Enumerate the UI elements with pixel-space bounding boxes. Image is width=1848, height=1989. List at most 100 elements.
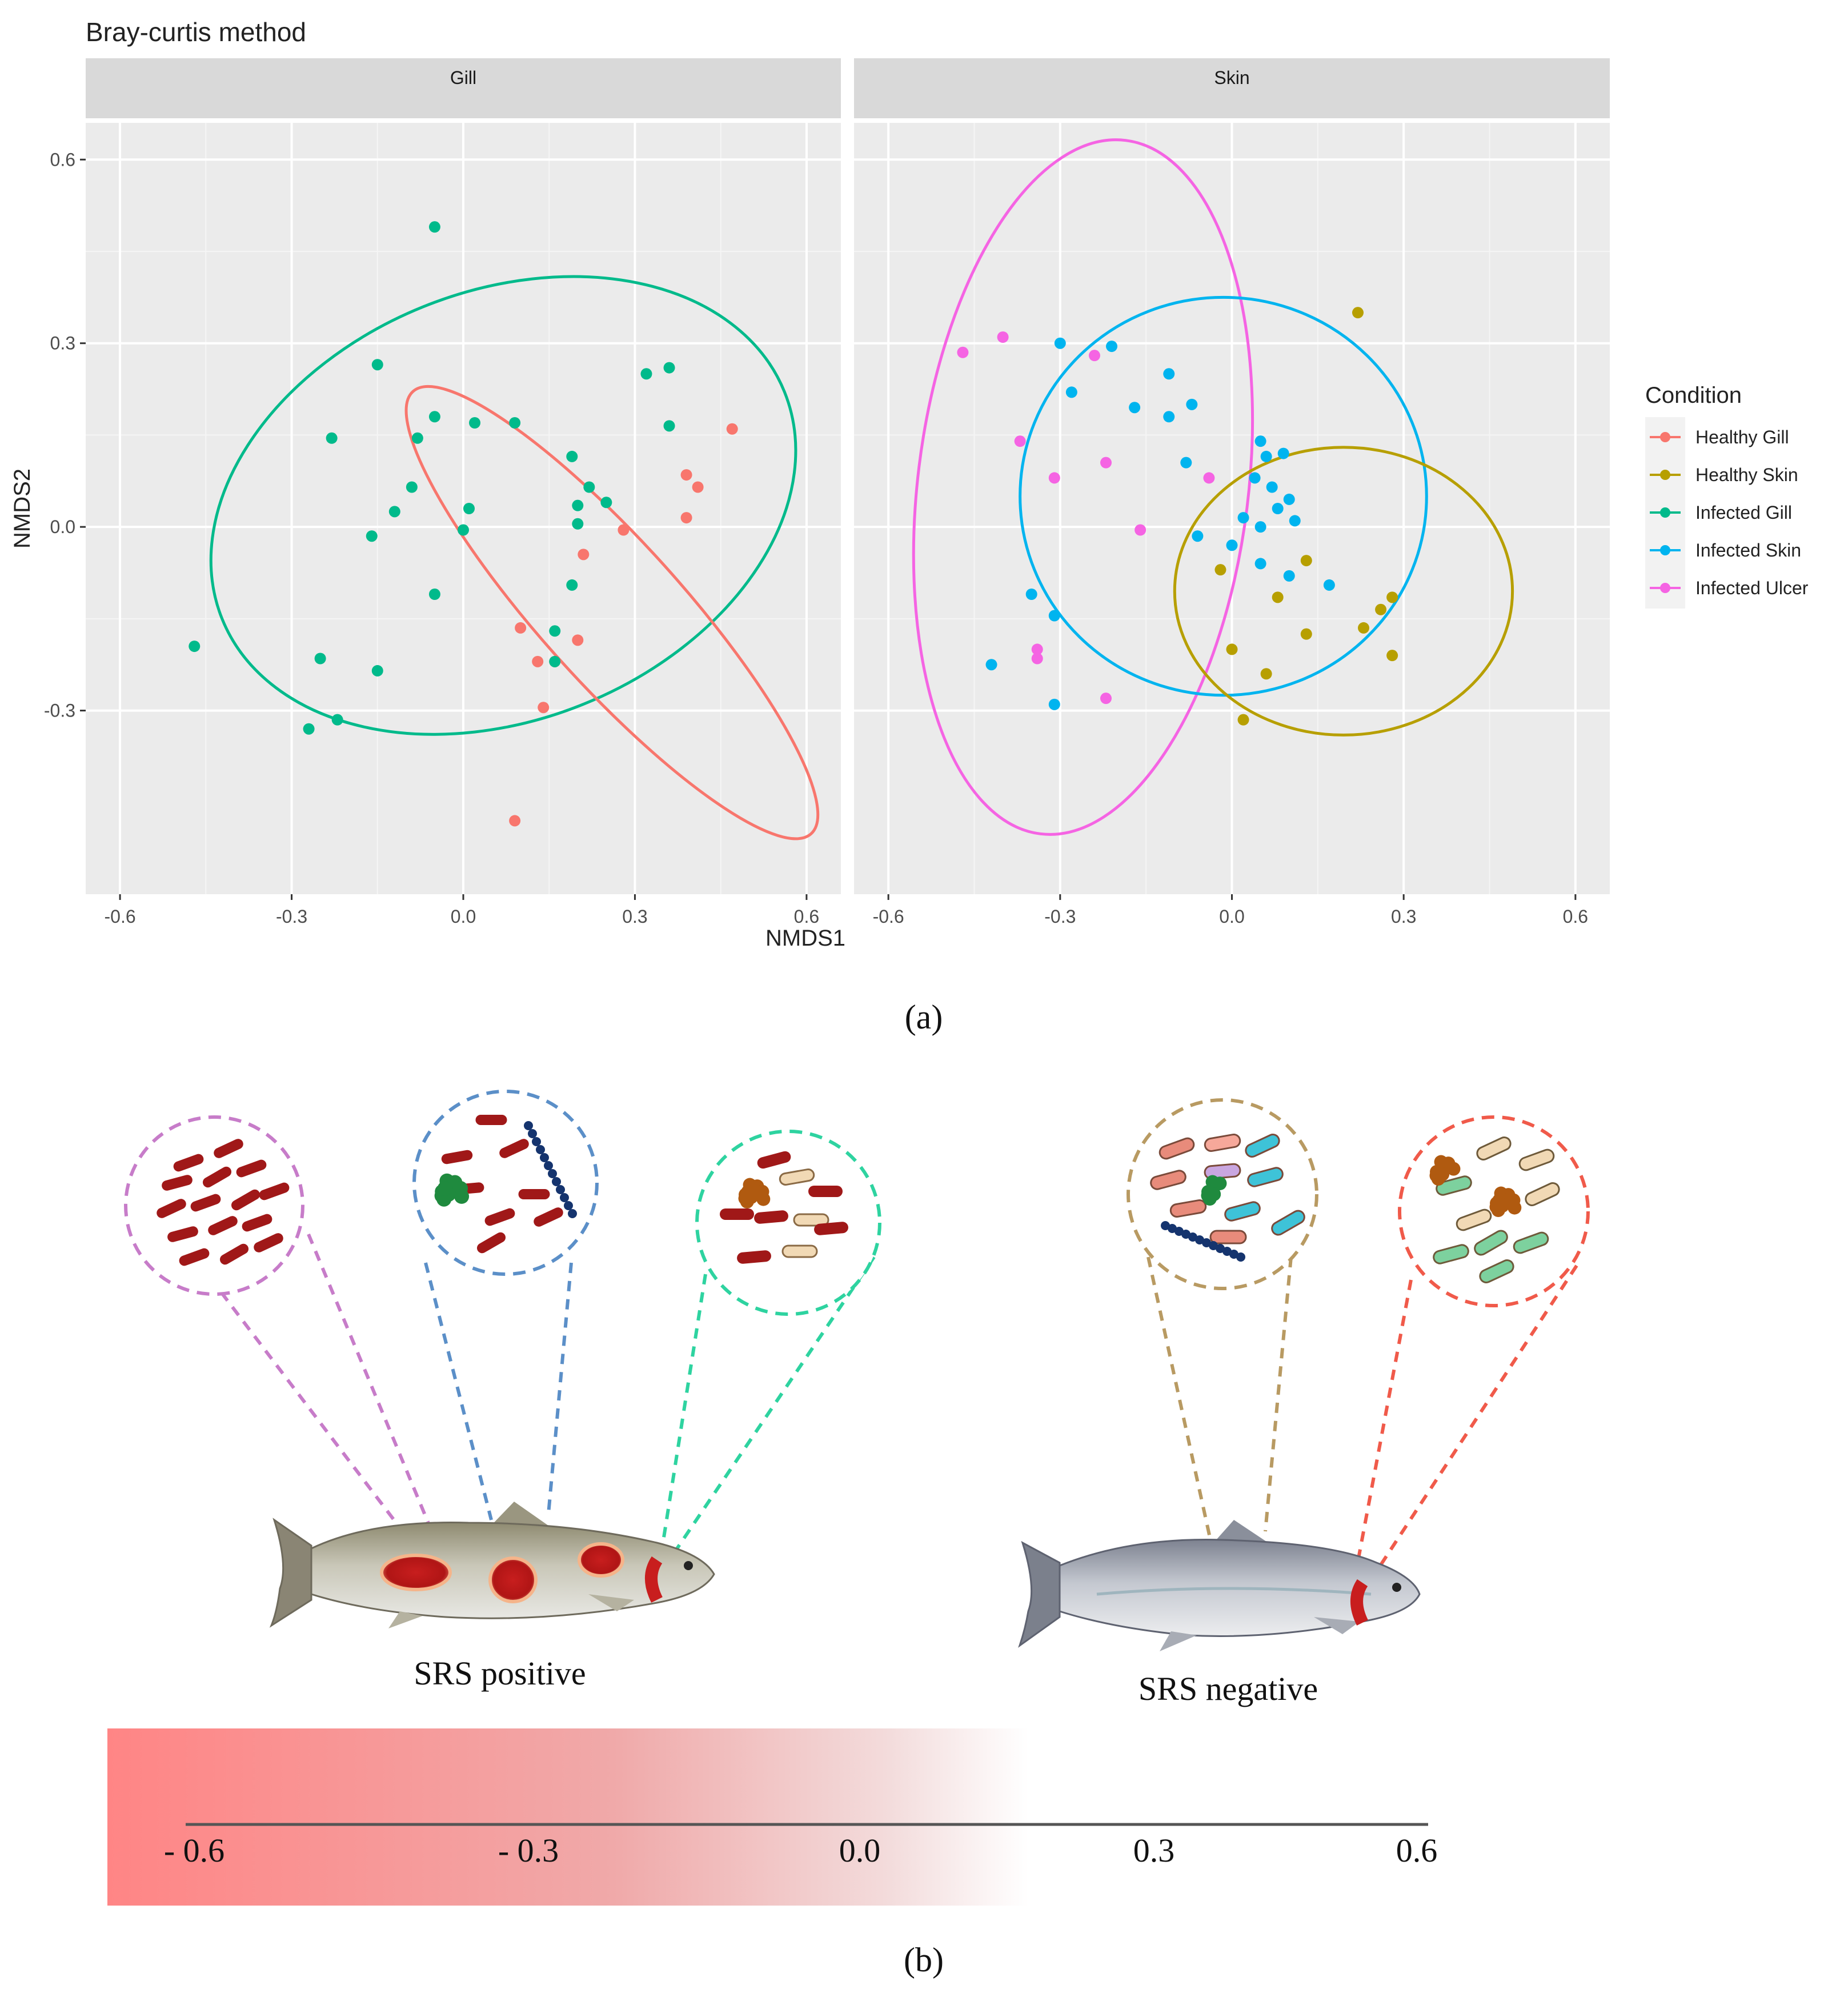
point-infected-gill xyxy=(303,723,315,735)
point-infected-skin xyxy=(1249,472,1261,484)
ulcer-zoom-circle xyxy=(124,1115,304,1296)
point-infected-gill xyxy=(428,221,440,233)
point-healthy-skin xyxy=(1352,307,1364,319)
x-tick-label: 0.0 xyxy=(451,906,476,927)
gradient-scale-bar xyxy=(107,1728,1028,1906)
ellipse-infected-ulcer xyxy=(912,138,1254,836)
bacterium-rod xyxy=(219,1243,249,1265)
bacterium-rod xyxy=(162,1175,193,1191)
bacterium-rod xyxy=(793,1213,829,1227)
bacterium-rod xyxy=(208,1216,238,1235)
bacterium-chain xyxy=(524,1121,533,1130)
point-infected-skin xyxy=(1106,341,1118,353)
bacterium-chain xyxy=(568,1209,577,1218)
legend-item: Infected Skin xyxy=(1650,540,1801,561)
point-healthy-skin xyxy=(1300,555,1312,567)
y-axis-title: NMDS2 xyxy=(10,469,35,549)
legend-item: Healthy Skin xyxy=(1650,465,1798,485)
bacterium-rod xyxy=(814,1222,848,1235)
point-infected-skin xyxy=(1186,398,1198,410)
lesion-3 xyxy=(578,1542,624,1578)
point-infected-skin xyxy=(1323,579,1335,591)
bacterium-rod xyxy=(441,1150,473,1164)
fish-srs-negative xyxy=(1018,1520,1421,1651)
ulcer-bacteria-cluster xyxy=(157,1139,290,1266)
bacterium-chain xyxy=(1168,1224,1177,1233)
point-healthy-skin xyxy=(1358,622,1370,634)
point-infected-skin xyxy=(1254,558,1266,570)
ulcer-connector-right xyxy=(307,1233,436,1538)
skin-zoom-circle xyxy=(412,1090,599,1276)
bacterium-rod xyxy=(737,1250,771,1264)
bacterium-rod xyxy=(167,1226,198,1242)
legend-label: Infected Skin xyxy=(1695,540,1801,561)
bacterium-rod xyxy=(1433,1244,1469,1264)
point-infected-gill xyxy=(331,714,343,726)
bacterium-coccus-orange xyxy=(756,1192,771,1206)
bacterium-coccus-orange xyxy=(1446,1162,1461,1176)
point-infected-gill xyxy=(640,368,652,380)
point-infected-skin xyxy=(985,659,997,671)
point-infected-gill xyxy=(428,589,440,600)
point-infected-gill xyxy=(428,411,440,423)
bacterium-rod xyxy=(757,1151,791,1169)
bacterium-chain xyxy=(552,1177,561,1186)
point-healthy-skin xyxy=(1300,628,1312,640)
legend-item: Healthy Gill xyxy=(1650,427,1789,447)
point-infected-skin xyxy=(1054,337,1066,349)
legend-key-point xyxy=(1660,583,1670,593)
srs-positive-label: SRS positive xyxy=(414,1655,586,1692)
point-infected-skin xyxy=(1129,402,1141,414)
legend-key-point xyxy=(1660,470,1670,480)
bacterium-chain xyxy=(1229,1250,1238,1259)
point-healthy-gill xyxy=(726,423,738,435)
infected-gill xyxy=(645,1556,663,1603)
x-tick-label: 0.3 xyxy=(1391,906,1416,927)
legend-label: Infected Gill xyxy=(1695,502,1792,523)
bacterium-chain xyxy=(1236,1252,1245,1262)
legend-key-point xyxy=(1660,507,1670,518)
bacterium-chain xyxy=(1195,1235,1204,1244)
bacterium-rod xyxy=(534,1207,563,1227)
point-infected-gill xyxy=(371,665,383,677)
point-infected-skin xyxy=(1025,589,1037,600)
x-tick-label: -0.3 xyxy=(1044,906,1076,927)
x-tick-label: 0.6 xyxy=(794,906,819,927)
point-healthy-gill xyxy=(578,549,590,561)
bacterium-rod xyxy=(254,1233,283,1252)
bacterium-rod xyxy=(808,1186,843,1197)
point-infected-ulcer xyxy=(1135,524,1147,536)
bacterium-rod xyxy=(1169,1199,1207,1218)
point-infected-skin xyxy=(1180,457,1192,469)
point-healthy-skin xyxy=(1375,603,1387,615)
pelvic-fin xyxy=(588,1594,634,1611)
point-infected-skin xyxy=(1283,493,1295,505)
bacterium-rod xyxy=(1479,1259,1514,1283)
bacterium-rod xyxy=(518,1189,550,1199)
x-tick-label: -0.6 xyxy=(105,906,136,927)
facet-skin: Skin -0.6 -0.3 0.0 0.3 0.6 xyxy=(854,58,1610,927)
bacterium-rod xyxy=(1476,1136,1512,1160)
anal-fin xyxy=(1160,1631,1197,1651)
point-infected-ulcer xyxy=(1048,472,1060,484)
x-tick-label: 0.6 xyxy=(1563,906,1588,927)
ellipse-infected-skin xyxy=(1019,295,1428,697)
point-healthy-gill xyxy=(515,622,527,634)
bacterium-chain xyxy=(528,1129,537,1138)
point-infected-gill xyxy=(566,579,578,591)
bacterium-rod xyxy=(1271,1210,1305,1236)
scale-tick-label: 0.3 xyxy=(1133,1832,1175,1869)
bacterium-chain xyxy=(1209,1241,1218,1250)
point-infected-gill xyxy=(463,503,475,514)
y-tick-label: 0.0 xyxy=(50,517,75,537)
bacterium-chain xyxy=(1202,1238,1211,1247)
ellipse-healthy-skin xyxy=(1173,446,1514,737)
bacterium-rod xyxy=(1474,1230,1508,1256)
bacterium-rod xyxy=(1150,1170,1186,1190)
bacterium-rod xyxy=(754,1210,788,1224)
point-infected-gill xyxy=(411,432,423,444)
bacterium-coccus-green xyxy=(1201,1184,1216,1199)
point-infected-gill xyxy=(566,450,578,462)
pelvic-fin xyxy=(1314,1617,1360,1634)
